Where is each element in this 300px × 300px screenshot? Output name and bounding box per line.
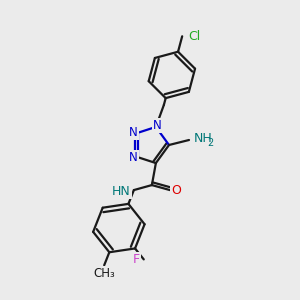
Text: N: N: [129, 151, 138, 164]
Text: N: N: [152, 119, 161, 132]
Text: Cl: Cl: [188, 30, 200, 43]
Text: CH₃: CH₃: [93, 267, 115, 280]
Text: 2: 2: [207, 138, 213, 148]
Text: N: N: [129, 126, 138, 139]
Text: F: F: [133, 253, 140, 266]
Text: HN: HN: [112, 184, 131, 198]
Text: O: O: [171, 184, 181, 196]
Text: NH: NH: [194, 131, 213, 145]
